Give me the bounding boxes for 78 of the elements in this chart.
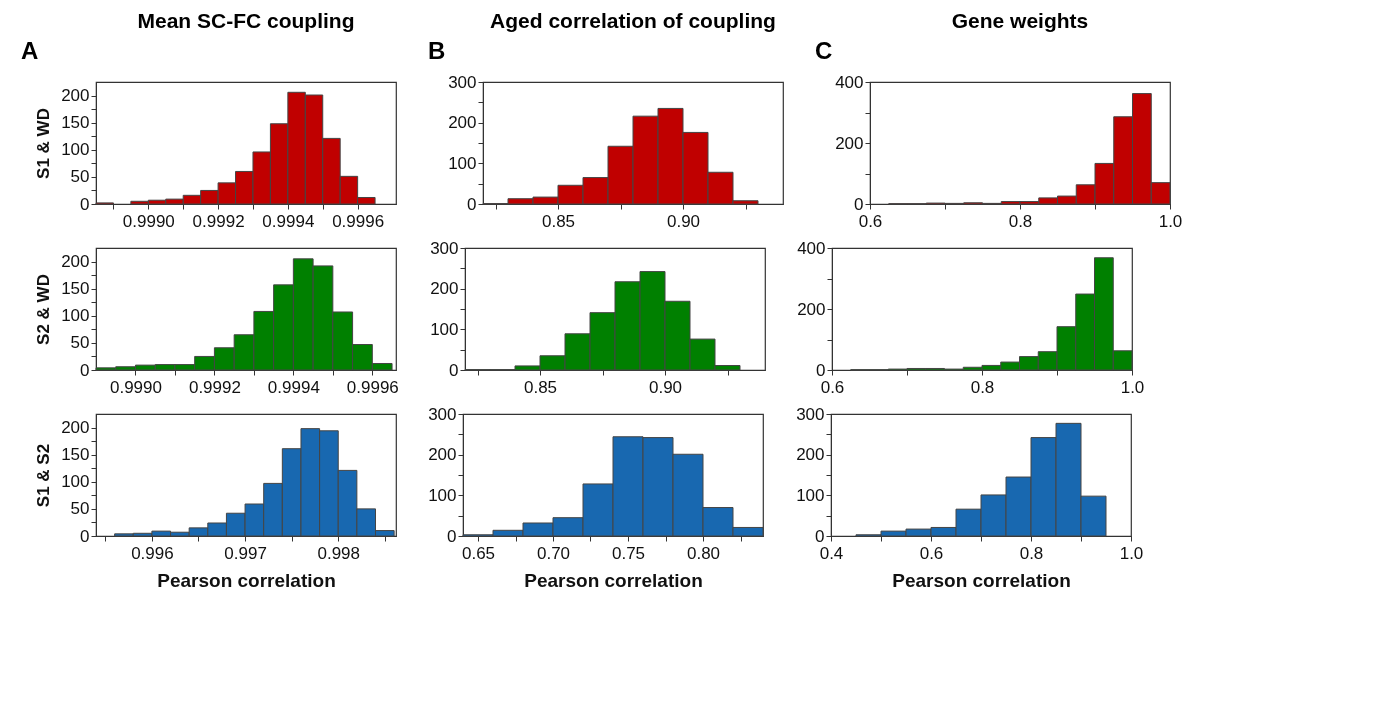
x-tick-label: 0.8 bbox=[970, 377, 995, 397]
y-tick-label: 50 bbox=[70, 499, 90, 519]
y-tick-label: 300 bbox=[430, 238, 459, 258]
x-tick-label: 0.6 bbox=[820, 377, 845, 397]
y-tick-label: 200 bbox=[430, 279, 459, 299]
x-tick-label: 0.6 bbox=[919, 543, 944, 563]
y-tick-label: 50 bbox=[70, 333, 90, 353]
y-tick-label: 300 bbox=[796, 404, 825, 424]
y-tick-label: 150 bbox=[61, 113, 90, 133]
text: A bbox=[21, 37, 39, 64]
y-tick-label: 100 bbox=[448, 153, 477, 173]
x-tick-label: 0.90 bbox=[648, 377, 683, 397]
chart-title: Aged correlation of coupling bbox=[490, 9, 776, 32]
y-tick-label: 100 bbox=[430, 319, 459, 339]
y-axis-title: S1 & S2 bbox=[34, 443, 54, 508]
x-axis-title: Pearson correlation bbox=[892, 569, 1071, 591]
x-tick-label: 0.75 bbox=[611, 543, 646, 563]
y-tick-label: 50 bbox=[70, 167, 90, 187]
x-tick-label: 0.998 bbox=[317, 543, 361, 563]
x-tick-label: 1.0 bbox=[1120, 377, 1145, 397]
y-tick-label: 0 bbox=[467, 194, 477, 214]
y-tick-label: 0 bbox=[447, 526, 457, 546]
x-tick-label: 0.997 bbox=[224, 543, 267, 563]
x-tick-label: 0.996 bbox=[131, 543, 174, 563]
x-tick-label: 0.8 bbox=[1019, 543, 1044, 563]
x-tick-label: 0.9992 bbox=[192, 211, 245, 231]
x-tick-label: 0.70 bbox=[536, 543, 571, 563]
x-tick-label: 0.9994 bbox=[262, 211, 315, 231]
x-tick-label: 0.9990 bbox=[109, 377, 162, 397]
x-tick-label: 0.9990 bbox=[122, 211, 175, 231]
x-tick-label: 0.9996 bbox=[332, 211, 385, 231]
x-tick-label: 1.0 bbox=[1158, 211, 1183, 231]
x-tick-label: 0.6 bbox=[858, 211, 883, 231]
x-tick-label: 1.0 bbox=[1119, 543, 1144, 563]
y-tick-label: 200 bbox=[61, 86, 90, 106]
x-axis-title: Pearson correlation bbox=[157, 569, 336, 591]
x-tick-label: 0.85 bbox=[523, 377, 558, 397]
y-tick-label: 0 bbox=[854, 194, 864, 214]
x-tick-label: 0.9992 bbox=[188, 377, 241, 397]
x-tick-label: 0.9994 bbox=[267, 377, 320, 397]
y-tick-label: 200 bbox=[61, 418, 90, 438]
y-axis-title: S2 & WD bbox=[34, 274, 54, 345]
y-tick-label: 100 bbox=[61, 306, 90, 326]
x-tick-label: 0.65 bbox=[461, 543, 496, 563]
text: C bbox=[815, 37, 833, 64]
y-tick-label: 0 bbox=[80, 360, 90, 380]
text: B bbox=[428, 37, 446, 64]
y-tick-label: 200 bbox=[61, 252, 90, 272]
y-tick-label: 200 bbox=[835, 133, 864, 153]
x-tick-label: 0.9996 bbox=[346, 377, 399, 397]
y-tick-label: 300 bbox=[428, 404, 457, 424]
y-tick-label: 0 bbox=[815, 526, 825, 546]
y-tick-label: 300 bbox=[448, 72, 477, 92]
y-tick-label: 100 bbox=[796, 485, 825, 505]
y-tick-label: 200 bbox=[428, 445, 457, 465]
y-tick-label: 150 bbox=[61, 445, 90, 465]
x-tick-label: 0.85 bbox=[541, 211, 576, 231]
chart-title: Mean SC-FC coupling bbox=[137, 9, 355, 32]
y-tick-label: 200 bbox=[796, 445, 825, 465]
x-axis-title: Pearson correlation bbox=[524, 569, 703, 591]
y-axis-title: S1 & WD bbox=[34, 108, 54, 179]
y-tick-label: 200 bbox=[797, 299, 826, 319]
y-tick-label: 0 bbox=[80, 526, 90, 546]
x-tick-label: 0.90 bbox=[666, 211, 701, 231]
y-tick-label: 400 bbox=[835, 72, 864, 92]
y-tick-label: 100 bbox=[61, 140, 90, 160]
x-tick-label: 0.8 bbox=[1008, 211, 1033, 231]
y-tick-label: 100 bbox=[61, 472, 90, 492]
y-tick-label: 200 bbox=[448, 113, 477, 133]
y-tick-label: 0 bbox=[80, 194, 90, 214]
y-tick-label: 150 bbox=[61, 279, 90, 299]
chart-title: Gene weights bbox=[951, 9, 1089, 32]
y-tick-label: 0 bbox=[449, 360, 459, 380]
y-tick-label: 0 bbox=[816, 360, 826, 380]
y-tick-label: 400 bbox=[797, 238, 826, 258]
y-tick-label: 100 bbox=[428, 485, 457, 505]
x-tick-label: 0.4 bbox=[819, 543, 844, 563]
x-tick-label: 0.80 bbox=[686, 543, 721, 563]
